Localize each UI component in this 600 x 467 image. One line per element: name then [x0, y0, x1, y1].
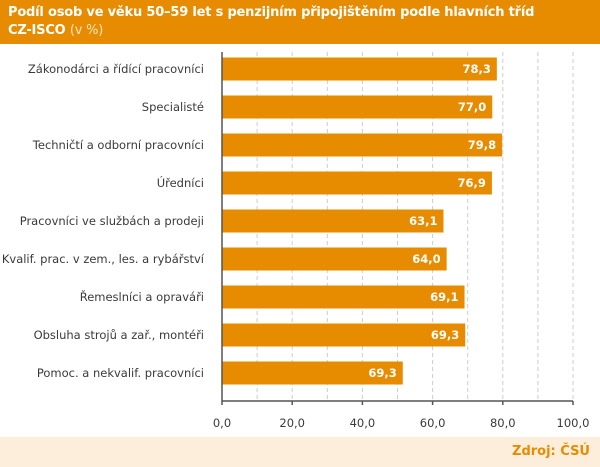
value-labels: 78,3 77,0 79,8 76,9 63,1 64,0 69,1 69,3 69,3 — [368, 62, 496, 380]
x-tick-label: 80,0 — [490, 416, 516, 430]
bar — [222, 133, 503, 157]
category-label: Pomoc. a nekvalif. pracovníci — [37, 366, 204, 380]
category-label: Řemeslníci a opraváři — [80, 289, 204, 304]
bar — [222, 323, 466, 347]
bar — [222, 57, 497, 81]
category-labels: Zákonodárci a řídící pracovníci Specialis… — [2, 62, 205, 380]
bar — [222, 171, 492, 195]
footer: Zdroj: ČSÚ — [0, 437, 600, 467]
bars — [222, 57, 503, 385]
category-label: Techničtí a odborní pracovníci — [32, 138, 204, 152]
bar — [222, 361, 403, 385]
data-label: 64,0 — [412, 252, 440, 266]
axes — [221, 52, 574, 405]
chart-title-line-2: CZ-ISCO (v %) — [8, 23, 103, 38]
category-label: Úředníci — [157, 175, 204, 190]
category-label: Pracovníci ve službách a prodeji — [20, 214, 204, 228]
chart-title-cz-isco: CZ-ISCO — [8, 23, 66, 38]
chart-title-unit: (v %) — [69, 23, 104, 38]
category-label: Zákonodárci a řídící pracovníci — [28, 62, 204, 76]
x-tick-label: 0,0 — [213, 416, 231, 430]
category-label: Obsluha strojů a zař., montéři — [34, 328, 204, 342]
bar — [222, 285, 465, 309]
data-label: 69,1 — [430, 290, 458, 304]
data-label: 69,3 — [368, 366, 396, 380]
source-label: Zdroj: ČSÚ — [512, 444, 590, 459]
x-tick-label: 20,0 — [279, 416, 305, 430]
title-bar: Podíl osob ve věku 50–59 let s penzijním… — [0, 0, 600, 44]
data-label: 69,3 — [431, 328, 459, 342]
x-tick-label: 40,0 — [350, 416, 376, 430]
data-label: 79,8 — [468, 138, 496, 152]
category-label: Kvalif. prac. v zem., les. a rybářství — [2, 252, 205, 266]
bar — [222, 247, 447, 271]
chart-title-line-1: Podíl osob ve věku 50–59 let s penzijním… — [8, 5, 535, 20]
x-tick-label: 100,0 — [557, 416, 590, 430]
data-label: 76,9 — [458, 176, 486, 190]
bar — [222, 209, 444, 233]
x-tick-label: 60,0 — [420, 416, 446, 430]
tick-labels: 0,0 20,0 40,0 60,0 80,0 100,0 — [213, 416, 590, 430]
category-label: Specialisté — [142, 100, 204, 114]
bar — [222, 95, 493, 119]
bar-chart: Zákonodárci a řídící pracovníci Specialis… — [2, 52, 590, 430]
data-label: 77,0 — [458, 100, 486, 114]
data-label: 63,1 — [409, 214, 437, 228]
data-label: 78,3 — [462, 62, 490, 76]
